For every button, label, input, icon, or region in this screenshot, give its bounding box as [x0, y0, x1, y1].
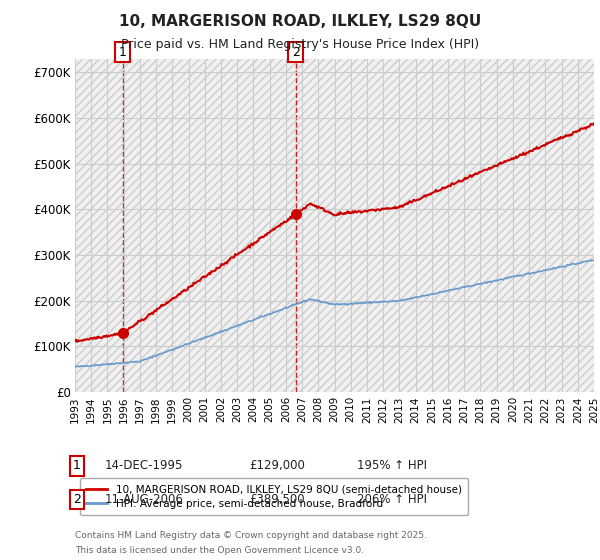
Text: 11-AUG-2006: 11-AUG-2006	[105, 493, 184, 506]
Text: 2: 2	[73, 493, 81, 506]
Text: 1: 1	[119, 46, 127, 59]
Text: 195% ↑ HPI: 195% ↑ HPI	[357, 459, 427, 473]
Text: £129,000: £129,000	[249, 459, 305, 473]
Text: Contains HM Land Registry data © Crown copyright and database right 2025.: Contains HM Land Registry data © Crown c…	[75, 531, 427, 540]
Legend: 10, MARGERISON ROAD, ILKLEY, LS29 8QU (semi-detached house), HPI: Average price,: 10, MARGERISON ROAD, ILKLEY, LS29 8QU (s…	[80, 478, 468, 515]
Text: This data is licensed under the Open Government Licence v3.0.: This data is licensed under the Open Gov…	[75, 546, 364, 555]
Text: 10, MARGERISON ROAD, ILKLEY, LS29 8QU: 10, MARGERISON ROAD, ILKLEY, LS29 8QU	[119, 14, 481, 29]
Text: 1: 1	[73, 459, 81, 473]
Text: 206% ↑ HPI: 206% ↑ HPI	[357, 493, 427, 506]
Text: £389,500: £389,500	[249, 493, 305, 506]
Text: 14-DEC-1995: 14-DEC-1995	[105, 459, 184, 473]
Text: Price paid vs. HM Land Registry's House Price Index (HPI): Price paid vs. HM Land Registry's House …	[121, 38, 479, 50]
Text: 2: 2	[292, 46, 299, 59]
